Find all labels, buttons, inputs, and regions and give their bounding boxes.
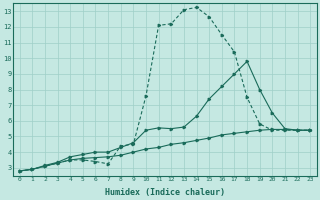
X-axis label: Humidex (Indice chaleur): Humidex (Indice chaleur) xyxy=(105,188,225,197)
